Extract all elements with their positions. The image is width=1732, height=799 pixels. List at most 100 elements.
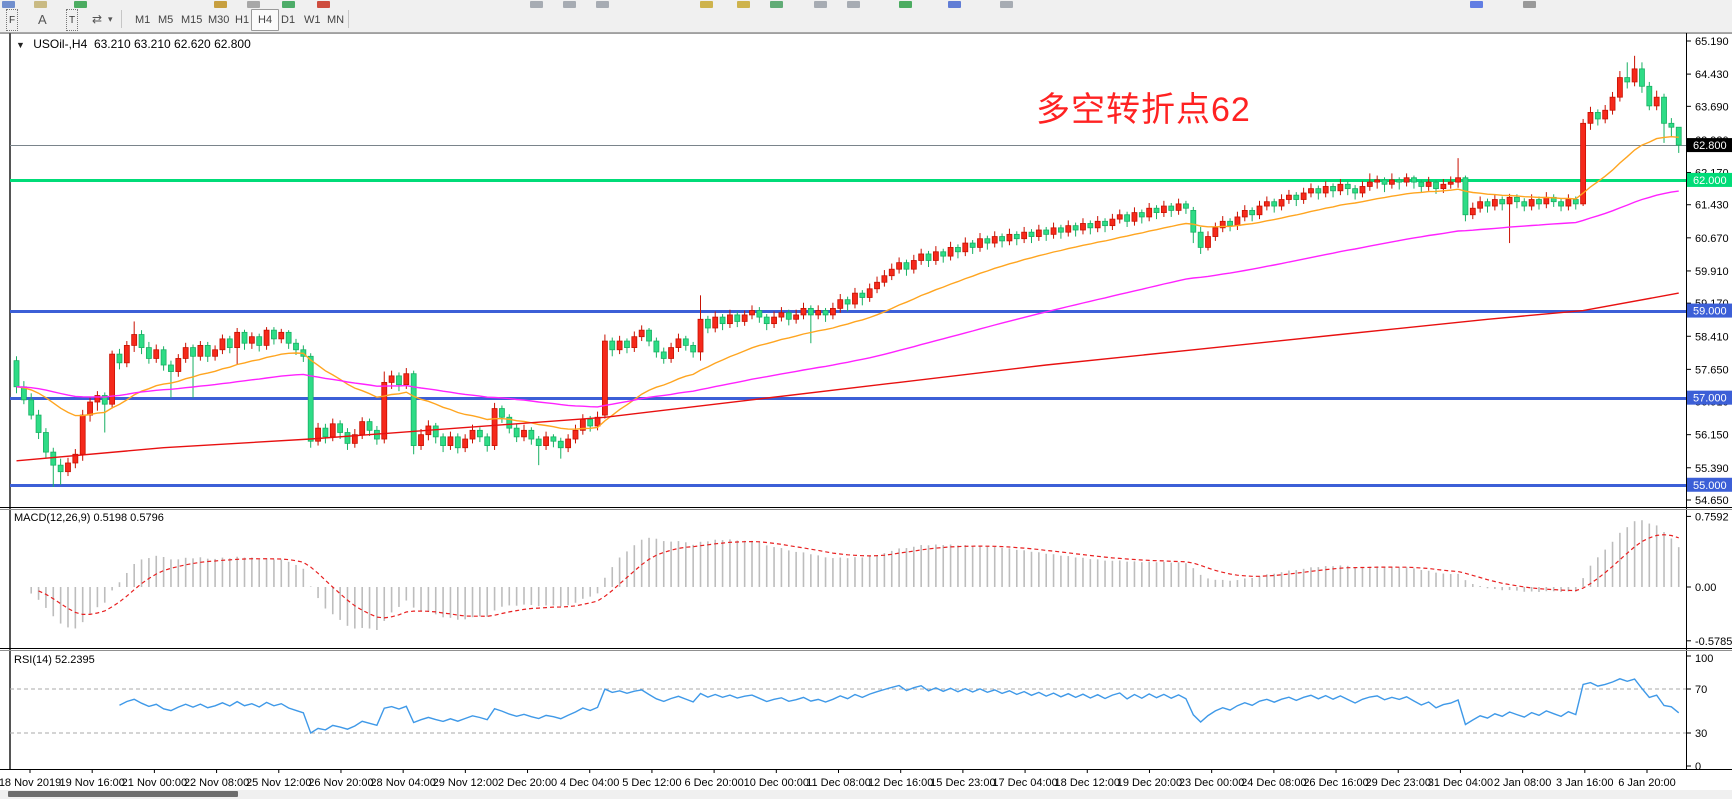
price-chip-55.000: 55.000 [1687, 477, 1732, 492]
svg-text:6 Jan 20:00: 6 Jan 20:00 [1618, 777, 1676, 789]
svg-text:21 Nov 00:00: 21 Nov 00:00 [122, 777, 187, 789]
chart-ohlc-quote: 63.210 63.210 62.620 62.800 [93, 37, 251, 51]
toolbar-icon-zoom-tool[interactable] [34, 1, 47, 8]
timeframe-m1[interactable]: M1 [135, 14, 151, 26]
price-chip-62.000: 62.000 [1687, 172, 1732, 187]
svg-text:29 Dec 23:00: 29 Dec 23:00 [1366, 777, 1431, 789]
svg-text:28 Nov 04:00: 28 Nov 04:00 [370, 777, 435, 789]
svg-text:62.800: 62.800 [1693, 140, 1727, 152]
svg-text:12 Dec 16:00: 12 Dec 16:00 [868, 777, 933, 789]
toolbar-row-1 [0, 0, 1732, 8]
svg-text:3 Jan 16:00: 3 Jan 16:00 [1556, 777, 1614, 789]
timeframe-m30[interactable]: M30 [208, 14, 230, 26]
dropdown-caret-icon[interactable]: ▾ [108, 13, 113, 24]
toolbar-icon-window-c[interactable] [1000, 1, 1013, 8]
text-a-icon[interactable]: A [38, 11, 47, 27]
svg-text:10 Dec 00:00: 10 Dec 00:00 [744, 777, 809, 789]
macd-indicator-label: MACD(12,26,9) 0.5198 0.5796 [14, 512, 164, 524]
svg-text:4 Dec 04:00: 4 Dec 04:00 [560, 777, 619, 789]
toolbar-icon-tile-windows-2[interactable] [563, 1, 576, 8]
svg-text:18 Nov 2019: 18 Nov 2019 [0, 777, 61, 789]
toolbar-icon-list-lines[interactable] [1523, 1, 1536, 8]
price-scale: 65.19064.43063.69062.92062.17061.43060.6… [1686, 36, 1732, 507]
toolbar-icon-new-order[interactable] [74, 1, 87, 8]
svg-text:2 Jan 08:00: 2 Jan 08:00 [1494, 777, 1552, 789]
timeframe-h1[interactable]: H1 [235, 14, 250, 26]
svg-text:64.430: 64.430 [1695, 69, 1729, 81]
chart-annotation-text: 多空转折点62 [1036, 91, 1251, 129]
toolbar-icon-tile-windows-1[interactable] [530, 1, 543, 8]
svg-text:63.690: 63.690 [1695, 101, 1729, 113]
timeframe-m5[interactable]: M5 [158, 14, 174, 26]
svg-text:59.000: 59.000 [1693, 306, 1727, 318]
timeframe-m15[interactable]: M15 [181, 14, 203, 26]
toolbar-icon-refresh-tool[interactable] [282, 1, 295, 8]
svg-text:100: 100 [1695, 653, 1713, 665]
svg-text:18 Dec 12:00: 18 Dec 12:00 [1055, 777, 1120, 789]
svg-text:30: 30 [1695, 728, 1707, 740]
svg-text:55.390: 55.390 [1695, 463, 1729, 475]
toolbar-separator [348, 10, 349, 28]
candles-layer [13, 55, 1682, 487]
toolbar-icon-window-b[interactable] [847, 1, 860, 8]
pattern-f-icon[interactable]: F [6, 9, 19, 31]
svg-text:0.7592: 0.7592 [1695, 511, 1729, 523]
horizontal-scrollbar-thumb[interactable] [8, 791, 238, 797]
toolbar-icon-dot-blue[interactable] [1470, 1, 1483, 8]
svg-text:54.650: 54.650 [1695, 495, 1729, 507]
timeframe-d1[interactable]: D1 [281, 14, 296, 26]
toolbar-icon-add-indicator[interactable] [899, 1, 912, 8]
svg-text:24 Dec 08:00: 24 Dec 08:00 [1241, 777, 1306, 789]
svg-text:62.000: 62.000 [1693, 175, 1727, 187]
price-chip-57.000: 57.000 [1687, 390, 1732, 405]
svg-text:61.430: 61.430 [1695, 200, 1729, 212]
rsi-line [119, 678, 1680, 735]
svg-text:56.150: 56.150 [1695, 430, 1729, 442]
panel-borders [0, 33, 1732, 770]
svg-text:25 Nov 12:00: 25 Nov 12:00 [246, 777, 311, 789]
toolbar-icon-globe[interactable] [948, 1, 961, 8]
svg-text:70: 70 [1695, 684, 1707, 696]
price-chip-62.800: 62.800 [1687, 138, 1732, 153]
svg-text:19 Dec 20:00: 19 Dec 20:00 [1117, 777, 1182, 789]
svg-text:31 Dec 04:00: 31 Dec 04:00 [1428, 777, 1493, 789]
svg-text:59.910: 59.910 [1695, 266, 1729, 278]
rsi-panel: 100 70 30 0 [10, 653, 1713, 773]
toolbar-icon-tile-windows-3[interactable] [596, 1, 609, 8]
slow-ma-line [16, 292, 1679, 462]
mid-smoothed-ma-line [16, 190, 1679, 408]
toolbar-separator [121, 10, 122, 28]
svg-text:15 Dec 23:00: 15 Dec 23:00 [930, 777, 995, 789]
svg-text:22 Nov 08:00: 22 Nov 08:00 [184, 777, 249, 789]
toolbar-icon-cursor-yellow-1[interactable] [700, 1, 713, 8]
toolbar-icon-new-chart[interactable] [770, 1, 783, 8]
chart-title: ▼ USOil-,H4 63.210 63.210 62.620 62.800 [16, 37, 251, 51]
text-label-t-icon[interactable]: T [66, 9, 79, 31]
toolbar-row-2: F A T ⇄ ▾ M1 M5 M15 M30 H1 H4 D1 W1 MN [0, 8, 1732, 32]
chart-dropdown-caret-icon[interactable]: ▼ [16, 40, 25, 50]
timeframe-w1[interactable]: W1 [304, 14, 321, 26]
svg-text:17 Dec 04:00: 17 Dec 04:00 [992, 777, 1057, 789]
toolbar-icon-charts-group[interactable] [2, 1, 15, 8]
svg-text:57.000: 57.000 [1693, 393, 1727, 405]
svg-text:26 Dec 16:00: 26 Dec 16:00 [1303, 777, 1368, 789]
timeframe-mn[interactable]: MN [327, 14, 345, 26]
svg-text:0.00: 0.00 [1695, 582, 1716, 594]
toolbar-icon-window-a[interactable] [814, 1, 827, 8]
svg-text:6 Dec 20:00: 6 Dec 20:00 [684, 777, 743, 789]
chart-symbol-period: USOil-,H4 [33, 37, 88, 51]
rsi-indicator-label: RSI(14) 52.2395 [14, 654, 95, 666]
svg-text:65.190: 65.190 [1695, 36, 1729, 48]
toolbar-icon-stop-tool[interactable] [317, 1, 330, 8]
bottom-strip [0, 790, 1732, 799]
macd-signal-line [38, 534, 1679, 619]
toolbar-icon-crosshair-tool[interactable] [247, 1, 260, 8]
toolbar-icon-pointer-tool[interactable] [214, 1, 227, 8]
toolbar-icon-cursor-yellow-2[interactable] [737, 1, 750, 8]
timeframe-h4[interactable]: H4 [251, 9, 280, 31]
arrows-tool-icon[interactable]: ⇄ [92, 12, 103, 26]
svg-text:26 Nov 20:00: 26 Nov 20:00 [308, 777, 373, 789]
fast-smoothed-ma-line [16, 135, 1679, 430]
macd-panel: 0.7592 0.00 -0.5785 [30, 511, 1732, 648]
